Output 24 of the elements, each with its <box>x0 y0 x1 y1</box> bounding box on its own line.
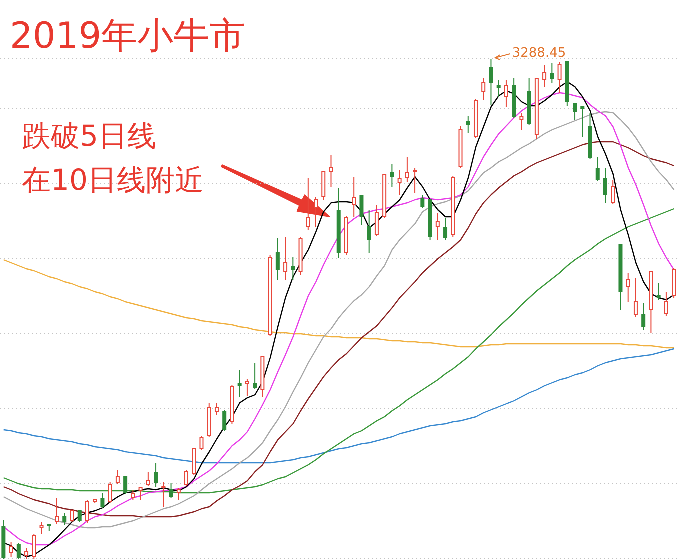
candlestick <box>291 256 296 280</box>
candlestick <box>603 168 608 204</box>
candlestick <box>482 78 486 100</box>
annotation: 3288.45 <box>512 46 566 61</box>
candlestick <box>336 188 341 258</box>
candlestick <box>352 176 356 218</box>
candlestick <box>489 59 494 106</box>
annotation: 在10日线附近 <box>22 162 204 199</box>
candlestick <box>329 154 334 188</box>
annotation: 跌破5日线 <box>22 118 158 155</box>
candlestick <box>398 170 402 196</box>
candlestick <box>626 272 630 302</box>
candlestick <box>238 370 242 398</box>
candlestick <box>496 80 501 98</box>
candlestick <box>162 482 166 508</box>
candlestick <box>466 116 470 134</box>
candlestick <box>436 212 440 240</box>
candlestick <box>542 64 547 88</box>
candlestick <box>504 80 508 108</box>
candlestick <box>276 238 280 280</box>
chart-title: 2019年小牛市 <box>10 15 246 59</box>
candlestick <box>390 164 394 188</box>
candlestick <box>284 236 288 280</box>
candlestick <box>367 210 372 254</box>
